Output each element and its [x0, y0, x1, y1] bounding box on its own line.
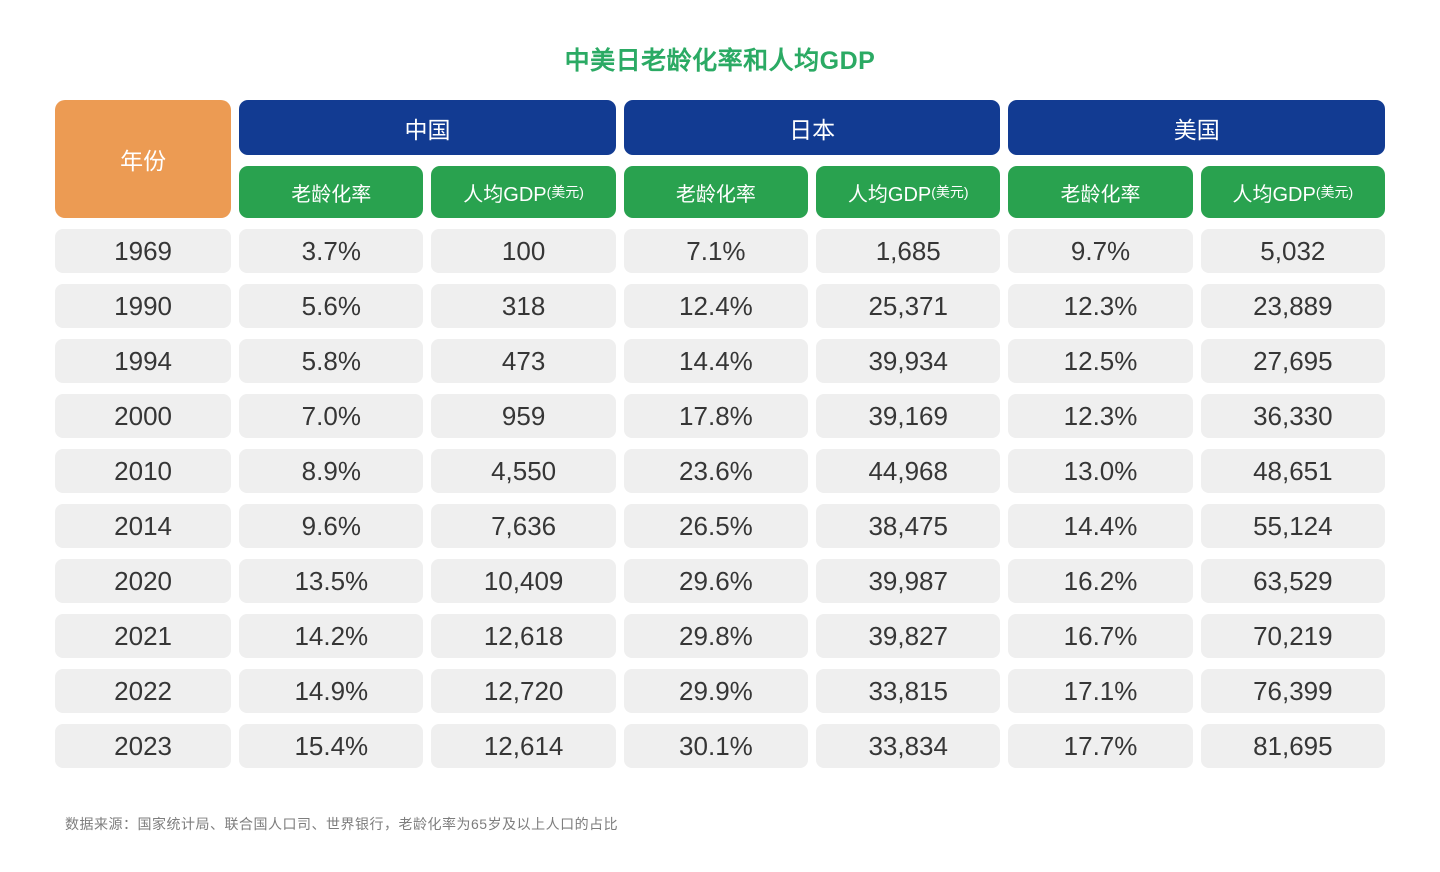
- year-cell: 2021: [55, 614, 232, 658]
- year-cell: 1969: [55, 229, 232, 273]
- value-cell: 4,550: [431, 449, 616, 493]
- value-cell: 23.6%: [623, 449, 809, 493]
- value-cell: 44,968: [816, 449, 1001, 493]
- value-cell: 1,685: [816, 229, 1001, 273]
- value-cell: 14.9%: [239, 669, 424, 713]
- value-cell: 63,529: [1200, 559, 1385, 603]
- value-cell: 76,399: [1200, 669, 1385, 713]
- value-cell: 25,371: [816, 284, 1001, 328]
- value-cell: 12,618: [431, 614, 616, 658]
- value-cell: 7.0%: [239, 394, 424, 438]
- gdp-unit-label: (美元): [546, 184, 584, 200]
- value-cell: 17.7%: [1008, 724, 1193, 768]
- value-cell: 15.4%: [239, 724, 424, 768]
- value-cell: 29.9%: [623, 669, 809, 713]
- value-cell: 12,614: [431, 724, 616, 768]
- country-header-usa: 美国: [1008, 100, 1385, 155]
- value-cell: 39,934: [816, 339, 1001, 383]
- value-cell: 39,827: [816, 614, 1001, 658]
- value-cell: 5.6%: [239, 284, 424, 328]
- value-cell: 12.3%: [1008, 394, 1193, 438]
- value-cell: 26.5%: [623, 504, 809, 548]
- value-cell: 959: [431, 394, 616, 438]
- value-cell: 473: [431, 339, 616, 383]
- year-cell: 2023: [55, 724, 232, 768]
- aging-rate-header-japan: 老龄化率: [623, 166, 809, 218]
- value-cell: 81,695: [1200, 724, 1385, 768]
- value-cell: 318: [431, 284, 616, 328]
- gdp-per-capita-header-usa: 人均GDP (美元): [1200, 166, 1385, 218]
- country-header-japan: 日本: [623, 100, 1001, 155]
- value-cell: 8.9%: [239, 449, 424, 493]
- value-cell: 38,475: [816, 504, 1001, 548]
- value-cell: 12,720: [431, 669, 616, 713]
- value-cell: 14.4%: [623, 339, 809, 383]
- value-cell: 5.8%: [239, 339, 424, 383]
- value-cell: 100: [431, 229, 616, 273]
- value-cell: 30.1%: [623, 724, 809, 768]
- value-cell: 14.4%: [1008, 504, 1193, 548]
- value-cell: 14.2%: [239, 614, 424, 658]
- aging-rate-header-china: 老龄化率: [239, 166, 424, 218]
- country-header-china: 中国: [239, 100, 616, 155]
- value-cell: 23,889: [1200, 284, 1385, 328]
- value-cell: 3.7%: [239, 229, 424, 273]
- value-cell: 33,815: [816, 669, 1001, 713]
- year-cell: 1994: [55, 339, 232, 383]
- gdp-label: 人均GDP: [847, 183, 932, 206]
- year-cell: 2020: [55, 559, 232, 603]
- value-cell: 12.3%: [1008, 284, 1193, 328]
- value-cell: 17.1%: [1008, 669, 1193, 713]
- gdp-label: 人均GDP: [1232, 183, 1316, 206]
- value-cell: 16.7%: [1008, 614, 1193, 658]
- value-cell: 7.1%: [623, 229, 809, 273]
- value-cell: 9.7%: [1008, 229, 1193, 273]
- aging-rate-header-usa: 老龄化率: [1008, 166, 1193, 218]
- gdp-per-capita-header-china: 人均GDP (美元): [431, 166, 616, 218]
- value-cell: 48,651: [1200, 449, 1385, 493]
- value-cell: 5,032: [1200, 229, 1385, 273]
- value-cell: 16.2%: [1008, 559, 1193, 603]
- value-cell: 17.8%: [623, 394, 809, 438]
- value-cell: 39,987: [816, 559, 1001, 603]
- value-cell: 29.8%: [623, 614, 809, 658]
- value-cell: 29.6%: [623, 559, 809, 603]
- value-cell: 36,330: [1200, 394, 1385, 438]
- year-cell: 2022: [55, 669, 232, 713]
- gdp-per-capita-header-japan: 人均GDP (美元): [816, 166, 1001, 218]
- gdp-unit-label: (美元): [931, 184, 969, 200]
- gdp-label: 人均GDP: [463, 183, 547, 206]
- value-cell: 10,409: [431, 559, 616, 603]
- value-cell: 7,636: [431, 504, 616, 548]
- page-title: 中美日老龄化率和人均GDP: [564, 47, 876, 75]
- year-cell: 1990: [55, 284, 232, 328]
- year-cell: 2000: [55, 394, 232, 438]
- value-cell: 33,834: [816, 724, 1001, 768]
- year-cell: 2010: [55, 449, 232, 493]
- value-cell: 12.4%: [623, 284, 809, 328]
- value-cell: 55,124: [1200, 504, 1385, 548]
- value-cell: 39,169: [816, 394, 1001, 438]
- value-cell: 9.6%: [239, 504, 424, 548]
- year-cell: 2014: [55, 504, 232, 548]
- data-table: 年份 中国 老龄化率 人均GDP (美元) 日本 老龄化率 人均GDP (美元) 美国 老龄化率人…: [55, 100, 1385, 768]
- gdp-unit-label: (美元): [1315, 184, 1354, 200]
- value-cell: 13.5%: [239, 559, 424, 603]
- value-cell: 13.0%: [1008, 449, 1193, 493]
- data-source-note: 数据来源：国家统计局、联合国人口司、世界银行，老龄化率为65岁及以上人口的占比: [65, 816, 619, 832]
- year-column-header: 年份: [55, 100, 232, 218]
- value-cell: 70,219: [1200, 614, 1385, 658]
- value-cell: 12.5%: [1008, 339, 1193, 383]
- value-cell: 27,695: [1200, 339, 1385, 383]
